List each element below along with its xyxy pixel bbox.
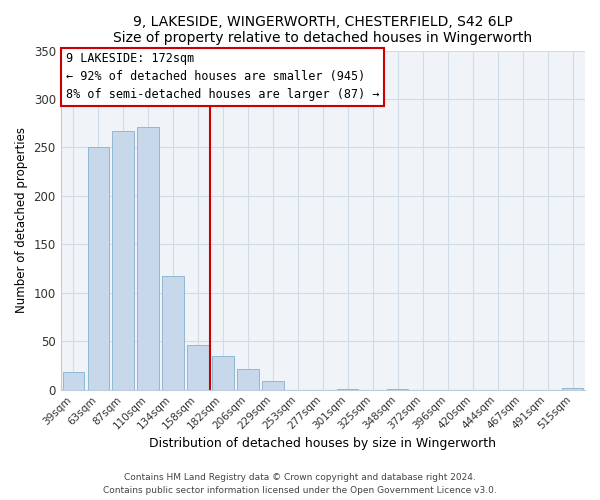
Bar (262, 381, 284, 390)
Bar (387, 389, 409, 390)
Bar (88, 148, 109, 390)
Bar (187, 345, 209, 390)
Bar (238, 370, 259, 390)
Bar (163, 276, 184, 390)
Bar (337, 389, 358, 390)
Bar (212, 356, 233, 390)
Title: 9, LAKESIDE, WINGERWORTH, CHESTERFIELD, S42 6LP
Size of property relative to det: 9, LAKESIDE, WINGERWORTH, CHESTERFIELD, … (113, 15, 532, 45)
Bar (137, 127, 158, 390)
Bar (112, 131, 134, 390)
Y-axis label: Number of detached properties: Number of detached properties (15, 127, 28, 313)
Text: Contains HM Land Registry data © Crown copyright and database right 2024.
Contai: Contains HM Land Registry data © Crown c… (103, 474, 497, 495)
Bar (62, 372, 84, 390)
Text: 9 LAKESIDE: 172sqm
← 92% of detached houses are smaller (945)
8% of semi-detache: 9 LAKESIDE: 172sqm ← 92% of detached hou… (66, 52, 379, 101)
Bar (562, 388, 583, 390)
X-axis label: Distribution of detached houses by size in Wingerworth: Distribution of detached houses by size … (149, 437, 496, 450)
